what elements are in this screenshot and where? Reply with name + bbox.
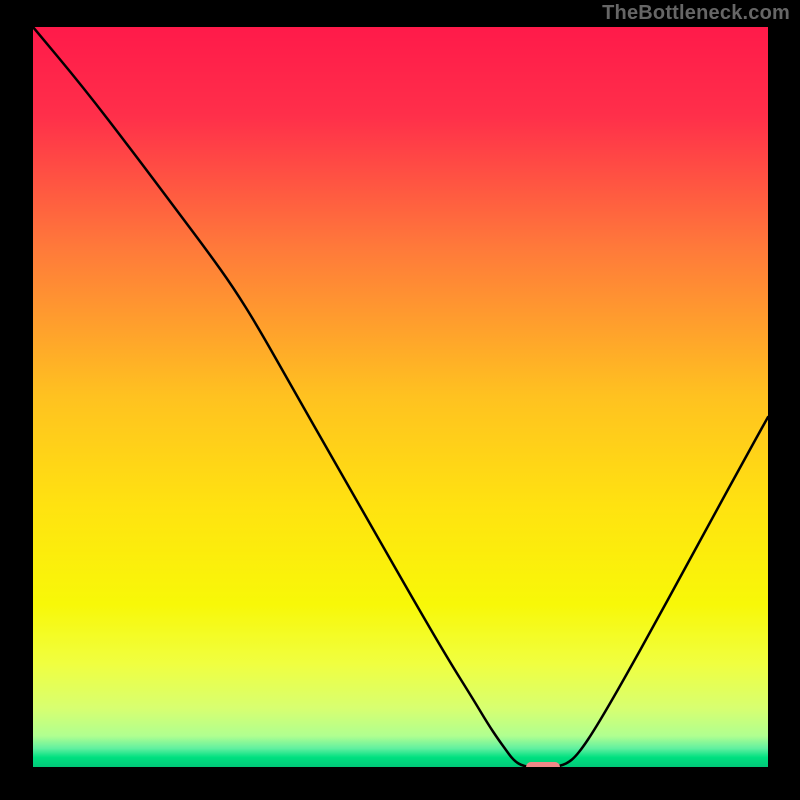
watermark-label: TheBottleneck.com (602, 2, 790, 25)
gradient-background (33, 27, 768, 767)
chart-frame: TheBottleneck.com (0, 0, 800, 800)
bottleneck-chart (33, 27, 768, 767)
optimal-marker (526, 762, 560, 767)
plot-area (33, 27, 768, 767)
